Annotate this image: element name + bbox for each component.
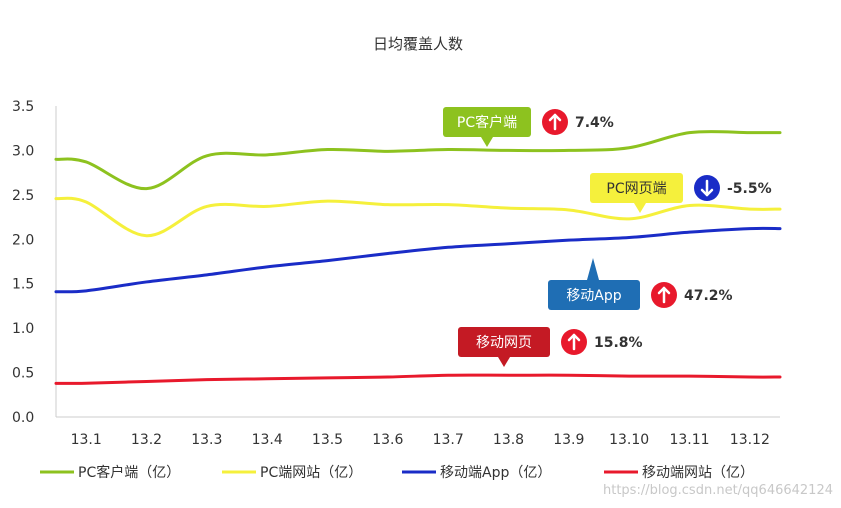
series-line-pc_web [54,196,782,238]
chart-title: 日均覆盖人数 [373,35,463,53]
callout-label: 移动App [566,288,621,304]
series-line-pc_client [54,130,782,191]
callout-pc_client: PC客户端 7.4% [443,107,614,147]
callout-pointer [587,258,599,280]
x-tick-label: 13.5 [312,432,343,448]
y-tick-label: 1.0 [12,321,34,337]
x-tick-label: 13.11 [669,432,709,448]
callout-label: PC网页端 [606,181,666,197]
x-tick-label: 13.7 [433,432,464,448]
change-percent: 7.4% [575,115,614,131]
watermark: https://blog.csdn.net/qq646642124 [603,483,833,498]
callout-label: 移动网页 [476,335,532,351]
legend-item-mobile_web: 移动端网站（亿） [604,465,754,481]
callout-box [548,280,640,310]
y-tick-label: 3.5 [12,99,34,115]
legend-label: 移动端App（亿） [440,465,551,481]
change-percent: 47.2% [684,288,733,304]
y-tick-label: 2.0 [12,232,34,248]
legend-label: 移动端网站（亿） [642,465,754,481]
legend-label: PC客户端（亿） [78,464,180,481]
y-tick-label: 0.5 [12,366,34,382]
change-callouts: PC客户端 7.4% PC网页端 -5.5% 移动App 47.2% 移动网页 15.8% [443,107,772,367]
x-tick-label: 13.3 [191,432,222,448]
callout-mobile_web: 移动网页 15.8% [458,327,643,367]
callout-box [443,107,531,137]
callout-mobile_app: 移动App 47.2% [548,258,733,310]
y-tick-label: 3.0 [12,143,34,159]
change-percent: 15.8% [594,335,643,351]
x-tick-label: 13.6 [372,432,403,448]
x-tick-label: 13.1 [71,432,102,448]
callout-pointer [634,203,646,213]
legend-label: PC端网站（亿） [260,465,362,481]
legend-item-pc_web: PC端网站（亿） [222,465,362,481]
x-tick-label: 13.12 [730,432,770,448]
series-line-mobile_app [54,226,782,294]
callout-pointer [481,137,493,147]
x-tick-label: 13.2 [131,432,162,448]
change-percent: -5.5% [727,181,772,197]
chart-axes: 0.0 0.5 1.0 1.5 2.0 2.5 3.0 3.5 13.1 13.2 13.3 13.4… [12,99,780,448]
x-tick-label: 13.10 [609,432,649,448]
callout-label: PC客户端 [457,114,517,131]
legend-item-mobile_app: 移动端App（亿） [402,465,551,481]
series-lines [54,130,782,385]
legend-item-pc_client: PC客户端（亿） [40,464,180,481]
y-tick-label: 2.5 [12,188,34,204]
chart-legend: PC客户端（亿） PC端网站（亿） 移动端App（亿） 移动端网站（亿） [40,464,754,481]
y-tick-label: 0.0 [12,410,34,426]
x-tick-label: 13.9 [553,432,584,448]
x-tick-label: 13.8 [493,432,524,448]
x-tick-label: 13.4 [252,432,283,448]
callout-pc_web: PC网页端 -5.5% [590,173,772,213]
callout-pointer [498,357,510,367]
callout-box [590,173,683,203]
callout-box [458,327,550,357]
series-line-mobile_web [54,373,782,385]
y-tick-label: 1.5 [12,277,34,293]
